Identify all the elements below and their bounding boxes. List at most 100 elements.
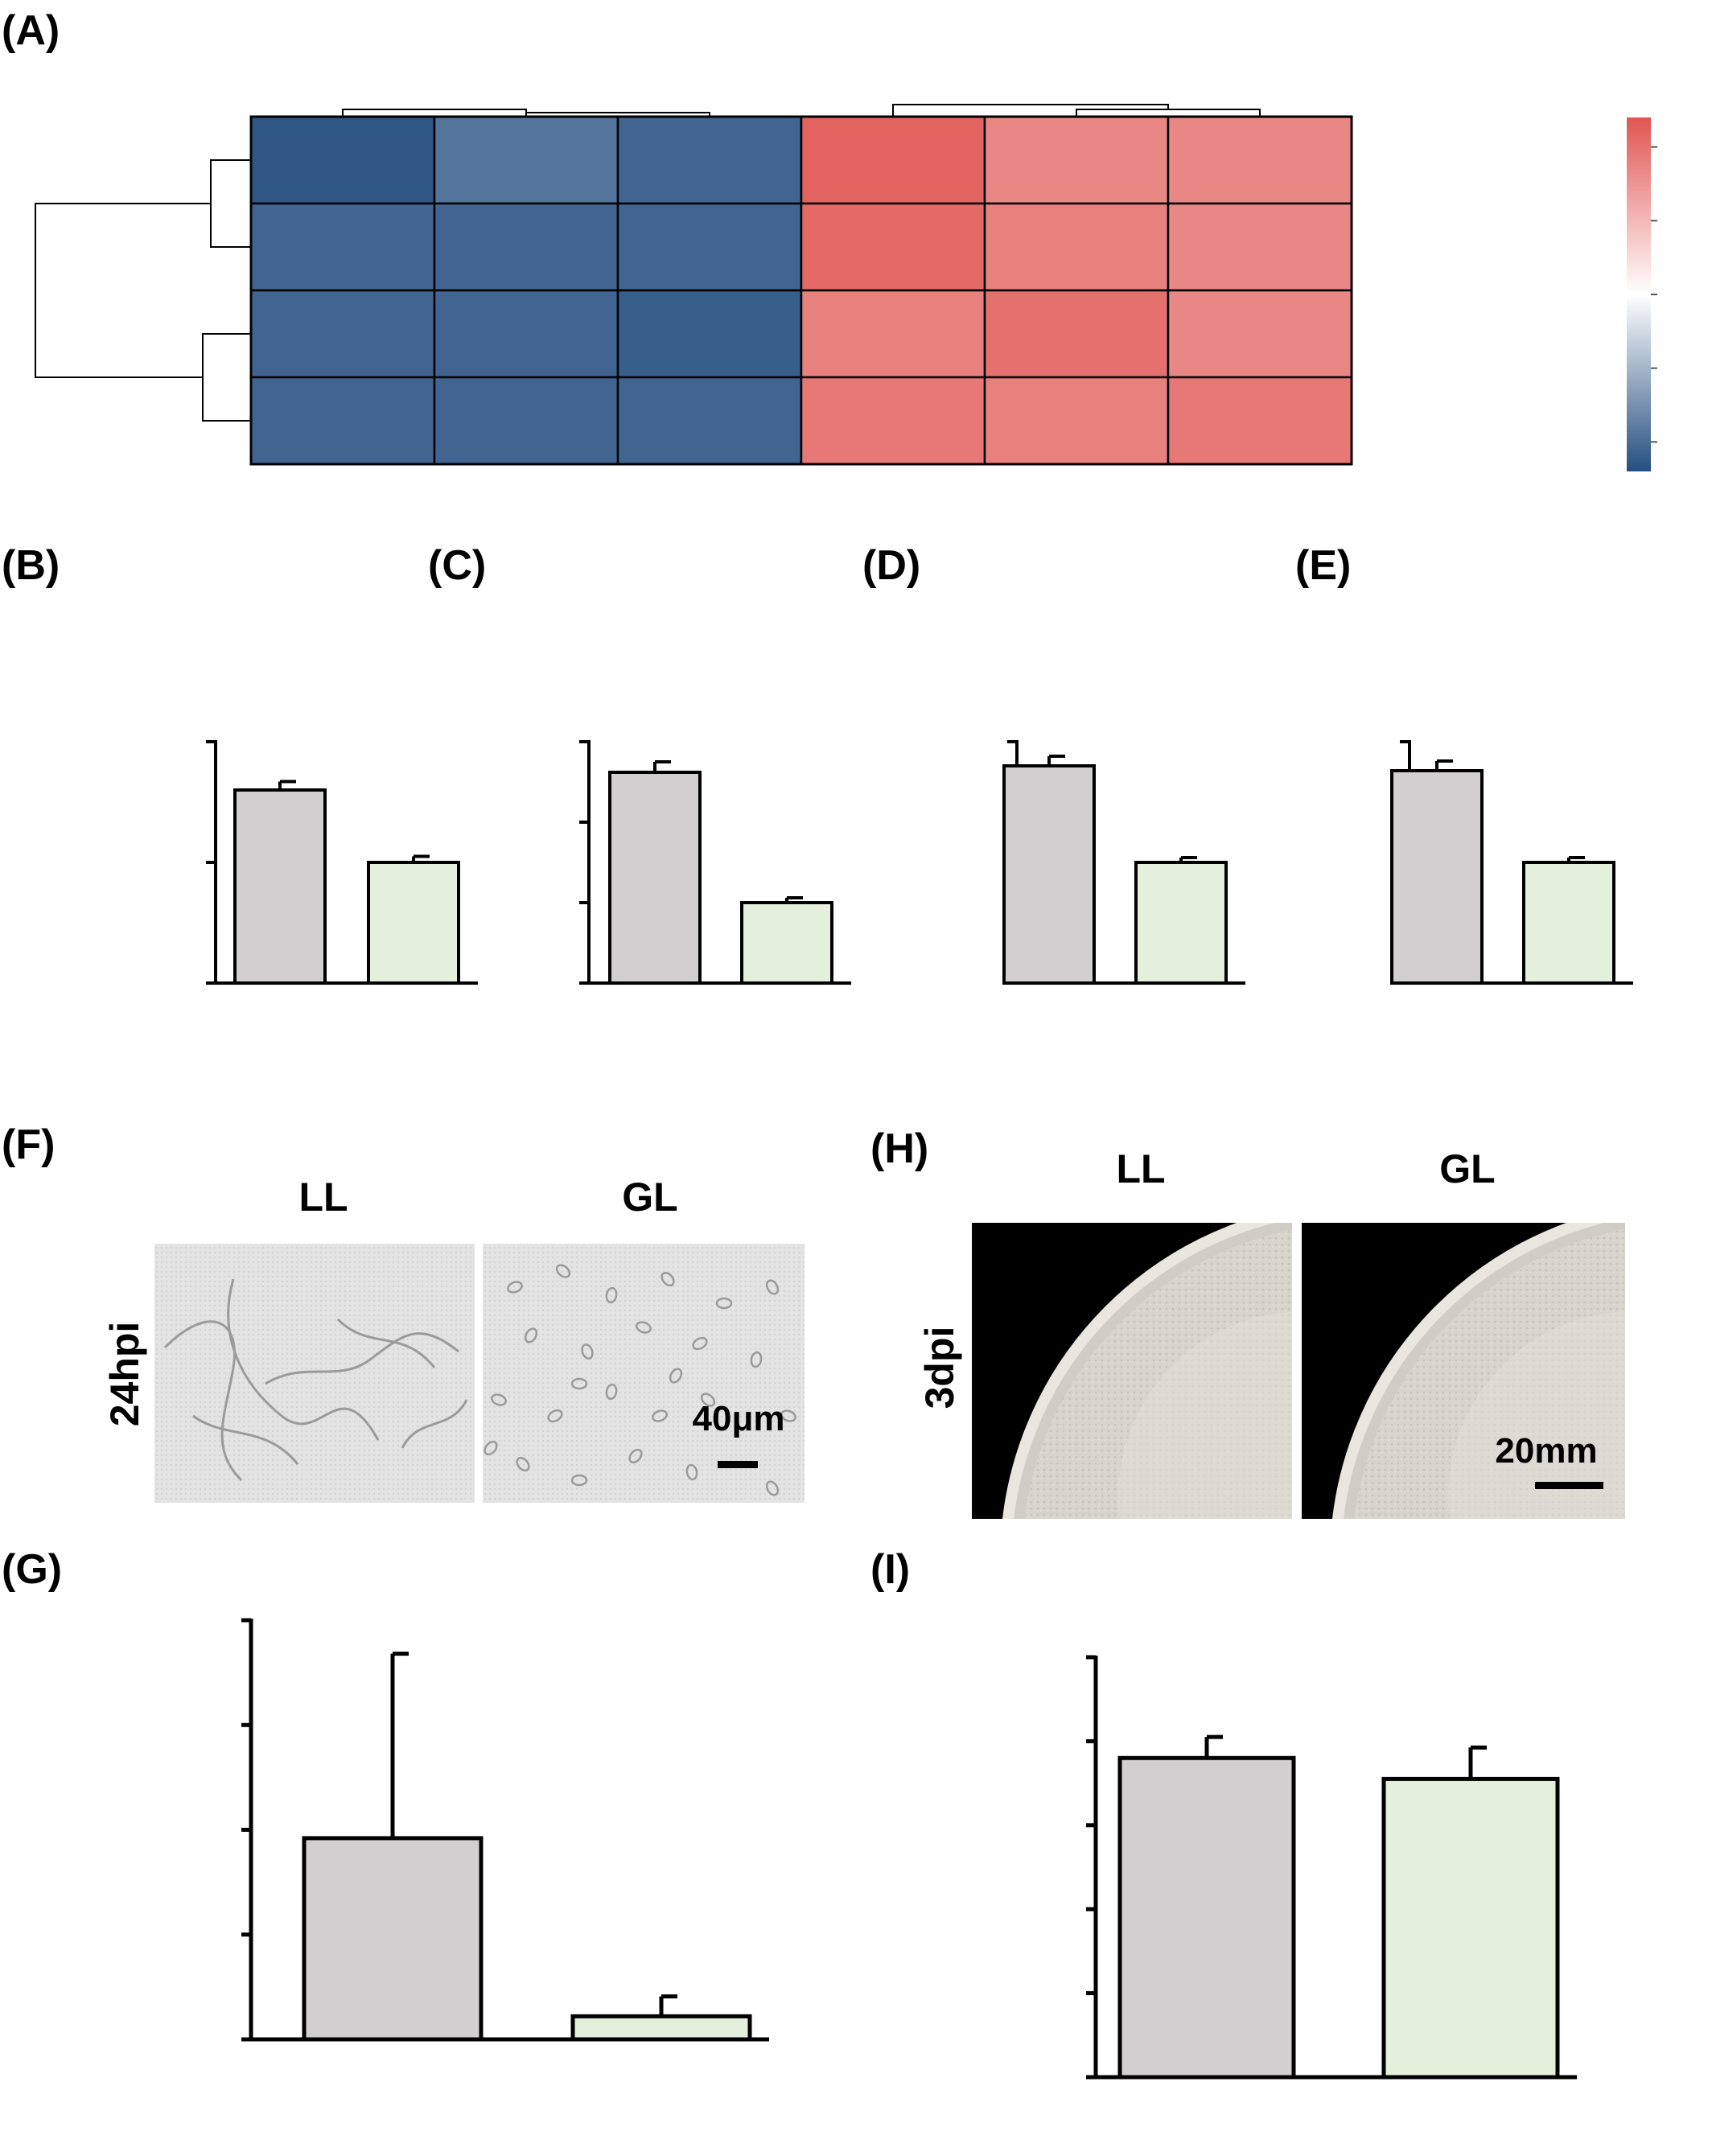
panel-letter-d: (D) bbox=[862, 542, 920, 589]
bar-chart-bcddr48 bbox=[1002, 740, 1245, 985]
heatmap-cell bbox=[433, 115, 619, 205]
plate-photo-ll bbox=[972, 1223, 1292, 1519]
heatmap-cell bbox=[433, 376, 619, 466]
heatmap-cell bbox=[1167, 115, 1353, 205]
heatmap bbox=[35, 104, 1657, 471]
heatmap-border bbox=[249, 115, 1353, 466]
heatmap-cell bbox=[616, 115, 803, 205]
bar-chart-growth-rate bbox=[1086, 1655, 1577, 2080]
heatmap-cell bbox=[433, 289, 619, 379]
heatmap-cell bbox=[616, 376, 803, 466]
heatmap-cell bbox=[433, 202, 619, 292]
h-col-label-gl: GL bbox=[1439, 1146, 1495, 1191]
spore bbox=[507, 1281, 523, 1294]
spore bbox=[516, 1456, 530, 1472]
panel-f-micrographs: LL GL 24hpi 40μm bbox=[102, 1175, 805, 1503]
heatmap-cell bbox=[983, 115, 1170, 205]
heatmap-cell bbox=[616, 202, 803, 292]
row-dendrogram-branch bbox=[202, 333, 251, 422]
bar-chart-bcsak1 bbox=[579, 740, 851, 985]
spore bbox=[484, 1440, 498, 1456]
spore bbox=[605, 1383, 618, 1401]
heatmap-cell bbox=[983, 202, 1170, 292]
bar-gl bbox=[740, 901, 833, 985]
panel-letter-g: (G) bbox=[2, 1546, 62, 1593]
bar-ll bbox=[1390, 769, 1484, 985]
spore bbox=[765, 1480, 780, 1496]
spore bbox=[636, 1321, 652, 1334]
bar-ll bbox=[1117, 1755, 1296, 2080]
heatmap-cell bbox=[800, 376, 986, 466]
panel-letter-e: (E) bbox=[1295, 542, 1351, 589]
plate-photo-gl bbox=[1302, 1223, 1625, 1519]
spore bbox=[692, 1336, 708, 1351]
spore bbox=[570, 1377, 588, 1390]
panel-letter-f: (F) bbox=[2, 1121, 55, 1168]
h-row-label-3dpi: 3dpi bbox=[917, 1327, 962, 1409]
spore bbox=[765, 1279, 780, 1295]
spore bbox=[605, 1286, 618, 1304]
panel-letter-b: (B) bbox=[2, 542, 60, 589]
spore bbox=[700, 1393, 716, 1407]
f-scale-label: 40μm bbox=[693, 1399, 785, 1438]
heatmap-cell bbox=[800, 289, 986, 379]
panel-letter-a: (A) bbox=[2, 7, 60, 54]
heatmap-cell bbox=[983, 376, 1170, 466]
bar-ll bbox=[1002, 764, 1096, 985]
bar-gl bbox=[570, 2014, 752, 2042]
panel-letter-i: (I) bbox=[870, 1546, 910, 1593]
micrograph-gl bbox=[483, 1244, 805, 1503]
heatmap-cell bbox=[1167, 376, 1353, 466]
f-col-label-ll: LL bbox=[298, 1175, 348, 1220]
heatmap-cell bbox=[800, 115, 986, 205]
micrograph-ll bbox=[154, 1244, 475, 1503]
f-row-label-24hpi: 24hpi bbox=[102, 1322, 147, 1427]
panel-letter-h: (H) bbox=[870, 1125, 928, 1172]
row-dendrogram-root bbox=[35, 203, 211, 378]
panel-letter-c: (C) bbox=[428, 542, 486, 589]
colorbar bbox=[1627, 117, 1651, 471]
h-scale-bar bbox=[1535, 1482, 1603, 1489]
bar-gl bbox=[367, 861, 460, 985]
heatmap-cell bbox=[1167, 289, 1353, 379]
spore bbox=[581, 1343, 594, 1360]
h-col-label-ll: LL bbox=[1116, 1146, 1165, 1191]
bar-ll bbox=[233, 788, 327, 985]
spore bbox=[524, 1327, 538, 1343]
bar-chart-bop1 bbox=[1390, 740, 1633, 985]
spore bbox=[661, 1271, 675, 1287]
bar-gl bbox=[1134, 861, 1228, 985]
bar-ll bbox=[608, 771, 702, 985]
spore bbox=[491, 1393, 507, 1406]
spore bbox=[570, 1474, 588, 1487]
heatmap-cell bbox=[249, 115, 436, 205]
spore bbox=[555, 1264, 571, 1278]
f-col-label-gl: GL bbox=[622, 1175, 677, 1220]
bar-gl bbox=[1381, 1776, 1560, 2080]
column-dendrogram-branch bbox=[525, 109, 710, 117]
heatmap-cell bbox=[249, 202, 436, 292]
heatmap-cell bbox=[1167, 202, 1353, 292]
column-dendrogram-branch bbox=[892, 104, 1169, 117]
spore bbox=[685, 1463, 698, 1481]
heatmap-cell bbox=[616, 289, 803, 379]
spore bbox=[750, 1351, 763, 1368]
h-scale-label: 20mm bbox=[1495, 1431, 1597, 1471]
spore bbox=[780, 1409, 796, 1422]
heatmap-cell bbox=[983, 289, 1170, 379]
spore bbox=[547, 1409, 563, 1423]
bar-gl bbox=[1522, 861, 1615, 985]
panel-h-plates: LL GL 3dpi 20mm bbox=[917, 1146, 1625, 1519]
bar-chart-bos1 bbox=[206, 740, 478, 985]
spore bbox=[628, 1448, 643, 1464]
spore bbox=[715, 1297, 733, 1310]
spore bbox=[669, 1368, 683, 1384]
bar-ll bbox=[302, 1836, 484, 2042]
heatmap-cell bbox=[249, 289, 436, 379]
heatmap-cell bbox=[800, 202, 986, 292]
spore bbox=[652, 1409, 668, 1422]
heatmap-cell bbox=[249, 376, 436, 466]
bar-chart-germinal-tube bbox=[241, 1618, 769, 2042]
row-dendrogram-branch bbox=[210, 159, 251, 248]
